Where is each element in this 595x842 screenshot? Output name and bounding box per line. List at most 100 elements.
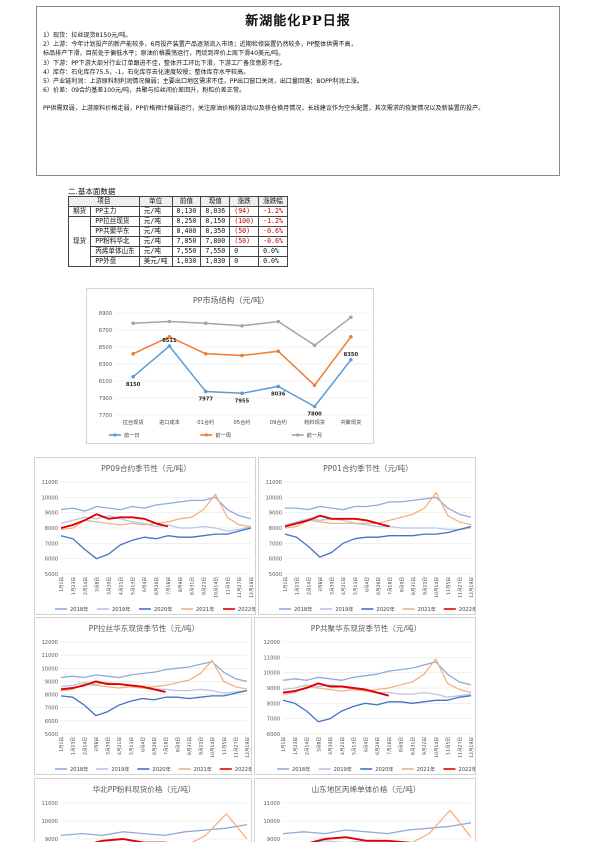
x-tick-label: 10月14日 bbox=[210, 737, 216, 758]
x-tick-label: 10月14日 bbox=[213, 577, 219, 598]
legend-label: 2021年 bbox=[418, 605, 436, 613]
y-tick-label: 7000 bbox=[45, 706, 58, 712]
y-tick-label: 12000 bbox=[263, 640, 280, 646]
y-tick-label: 10000 bbox=[41, 819, 58, 825]
y-tick-label: 11000 bbox=[41, 801, 58, 807]
chart-title: PP市场结构（元/吨） bbox=[193, 295, 269, 305]
legend-label: 2019年 bbox=[111, 765, 129, 773]
x-tick-label: 8月31日 bbox=[190, 577, 196, 595]
drawn-spot-seasonal-chart: PP拉丝华东现货季节性（元/吨） 5000 6000 7000 8000 9000 1000… bbox=[34, 617, 252, 775]
x-tick-label: 6月4日 bbox=[140, 737, 146, 752]
data-point bbox=[203, 352, 208, 356]
table-row: PP共聚华东 元/吨 8,400 8,350 (50) -0.6% bbox=[69, 226, 288, 237]
series-line bbox=[284, 518, 472, 531]
legend-label: 2020年 bbox=[152, 765, 170, 773]
data-label: 7955 bbox=[235, 398, 250, 404]
row-prev: 7,550 bbox=[171, 246, 202, 257]
x-tick-label: 6月4日 bbox=[363, 737, 369, 752]
x-tick-label: 11月27日 bbox=[237, 577, 243, 598]
x-tick-label: 4月21日 bbox=[118, 577, 124, 595]
legend-label: 2018年 bbox=[70, 765, 88, 773]
y-tick-label: 8700 bbox=[99, 328, 112, 334]
y-tick-label: 7000 bbox=[45, 541, 58, 547]
legend-marker bbox=[113, 433, 117, 437]
x-tick-label: 9月22日 bbox=[423, 577, 429, 595]
x-tick-label: 共聚现货 bbox=[340, 418, 361, 426]
row-prev: 8,130 bbox=[171, 206, 202, 217]
x-tick-label: 9月22日 bbox=[199, 737, 205, 755]
data-label: 7977 bbox=[198, 396, 213, 402]
x-tick-label: 2月14日 bbox=[82, 737, 88, 755]
row-pct: -0.6% bbox=[258, 226, 288, 237]
x-tick-label: 5月13日 bbox=[353, 577, 359, 595]
report-title: 新湖能化PP日报 bbox=[245, 14, 351, 29]
row-curr: 1,030 bbox=[200, 256, 231, 267]
x-tick-label: 3月30日 bbox=[106, 737, 112, 755]
series-line bbox=[60, 513, 169, 529]
x-tick-label: 12月19日 bbox=[469, 737, 475, 758]
x-tick-label: 8月9日 bbox=[178, 577, 184, 592]
row-curr: 7,800 bbox=[200, 236, 231, 247]
row-name: PP外盘 bbox=[90, 256, 140, 267]
legend-label: 2018年 bbox=[70, 605, 88, 613]
row-prev: 8,250 bbox=[171, 216, 202, 227]
series-line bbox=[309, 836, 413, 842]
x-tick-label: 1月23日 bbox=[295, 577, 301, 595]
series-line bbox=[282, 695, 472, 723]
row-name: PP共聚华东 bbox=[90, 226, 140, 237]
col-item: 项目 bbox=[68, 196, 140, 207]
y-tick-label: 10000 bbox=[41, 495, 58, 501]
series-line bbox=[60, 515, 252, 532]
basic-data-table: 项目 单位 前值 现值 涨跌 涨跌幅 期货 PP主力 元/吨 8,130 8,0… bbox=[67, 196, 288, 267]
propylene-price-chart: 山东地区丙烯单体价格（元/吨） 9000 10000 11000 bbox=[254, 778, 476, 842]
x-tick-label: 5月13日 bbox=[352, 737, 358, 755]
x-tick-label: 3月30日 bbox=[107, 577, 113, 595]
x-tick-label: 11月5日 bbox=[222, 737, 228, 755]
data-point bbox=[167, 319, 172, 324]
col-change: 涨跌 bbox=[229, 196, 260, 207]
row-name: 丙烯单体山东 bbox=[90, 246, 140, 257]
x-tick-label: 2月14日 bbox=[306, 577, 312, 595]
x-tick-label: 2月14日 bbox=[305, 737, 311, 755]
x-tick-label: 6月4日 bbox=[364, 577, 370, 592]
y-tick-label: 8900 bbox=[99, 311, 112, 317]
data-point bbox=[131, 321, 135, 325]
x-tick-label: 12月19日 bbox=[249, 577, 255, 598]
y-tick-label: 11000 bbox=[41, 653, 58, 659]
y-tick-label: 5000 bbox=[45, 732, 58, 738]
legend-label: 2021年 bbox=[194, 765, 212, 773]
y-tick-label: 8000 bbox=[269, 526, 282, 532]
x-tick-label: 2月14日 bbox=[83, 577, 89, 595]
legend-label: 2022年 bbox=[459, 605, 476, 613]
y-tick-label: 7700 bbox=[99, 413, 112, 419]
series-line bbox=[284, 514, 390, 528]
y-tick-label: 12000 bbox=[41, 640, 58, 646]
table-row: 丙烯单体山东 元/吨 7,550 7,550 0 0.0% bbox=[69, 246, 288, 257]
y-tick-label: 10000 bbox=[263, 819, 280, 825]
x-tick-label: 8月9日 bbox=[175, 737, 181, 752]
x-tick-label: 7月18日 bbox=[164, 737, 170, 755]
legend-label: 2018年 bbox=[292, 765, 310, 773]
x-tick-label: 4月21日 bbox=[341, 577, 347, 595]
x-tick-label: 3月8日 bbox=[316, 737, 322, 752]
x-tick-label: 8月31日 bbox=[187, 737, 193, 755]
series-line bbox=[284, 525, 472, 558]
row-unit: 元/吨 bbox=[138, 236, 173, 247]
y-tick-label: 7000 bbox=[269, 541, 282, 547]
chart-title: 华北PP粉料现货价格（元/吨） bbox=[93, 784, 196, 794]
row-curr: 8,150 bbox=[200, 216, 231, 227]
row-unit: 元/吨 bbox=[138, 226, 173, 237]
chart-title: PP01合约季节性（元/吨） bbox=[323, 463, 413, 473]
chart-title: PP共聚华东现货季节性（元/吨） bbox=[311, 623, 421, 633]
data-label: 8511 bbox=[162, 338, 177, 344]
summary-upstream: 2）上游：今年计划投产的新产能较多，6月投产装置产品逐渐流入市场；近期检修装置仍… bbox=[43, 41, 357, 49]
table-row: 期货 PP主力 元/吨 8,130 8,036 (94) -1.2% bbox=[67, 206, 288, 217]
x-tick-label: 1月1日 bbox=[59, 577, 65, 592]
x-tick-label: 1月23日 bbox=[71, 737, 77, 755]
copolymer-spot-seasonal-chart: PP共聚华东现货季节性（元/吨） 6000 7000 8000 9000 10000 110… bbox=[254, 617, 476, 775]
y-tick-label: 6000 bbox=[269, 557, 282, 563]
legend-label: 2021年 bbox=[417, 765, 435, 773]
row-name: PP粉料华北 bbox=[90, 236, 140, 247]
chart-title: 山东地区丙烯单体价格（元/吨） bbox=[312, 784, 421, 794]
legend-label: 2019年 bbox=[335, 605, 353, 613]
